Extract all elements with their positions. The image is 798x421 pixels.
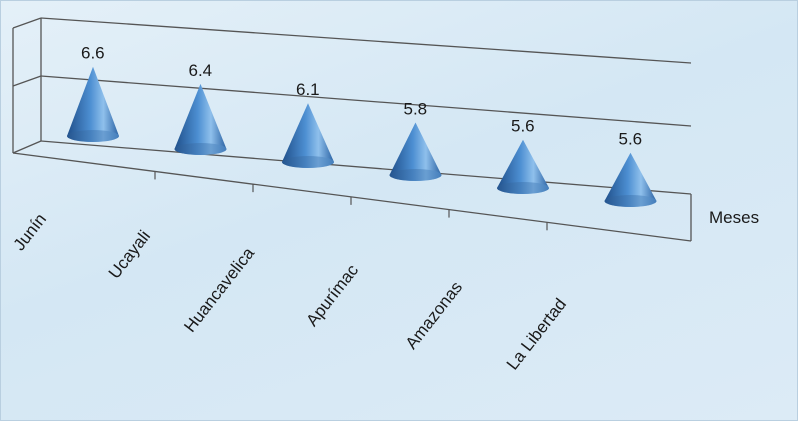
data-labels: 6.6 6.4 6.1 5.8 5.6 5.6	[81, 44, 642, 149]
x-tick-label: Apurímac	[302, 260, 362, 329]
bar-cone-body	[67, 66, 119, 142]
data-label: 5.6	[619, 130, 643, 149]
bar-cone-base	[67, 130, 119, 142]
bar-cone-base	[497, 182, 549, 194]
grid-line-floor-back	[40, 140, 692, 195]
grid-line-mid	[12, 75, 42, 87]
chart-grid	[12, 17, 692, 242]
x-axis-ticks	[154, 171, 548, 231]
floor-front-edge	[12, 152, 692, 242]
floor-left-edge	[12, 140, 42, 154]
bar-cone	[497, 139, 549, 194]
bar-cone	[604, 152, 657, 208]
data-label: 5.6	[511, 117, 535, 136]
bar-cone-body	[174, 83, 227, 155]
bar-cone-base	[174, 143, 227, 155]
x-tick-label: Huancavelica	[180, 243, 258, 336]
bar-cone-base	[282, 156, 334, 168]
bar-cone	[174, 83, 227, 155]
bar-cone-body	[389, 122, 442, 181]
grid-line-top-back	[40, 17, 692, 64]
data-label: 5.8	[404, 100, 428, 119]
data-label: 6.6	[81, 44, 105, 63]
x-tick-label: La Libertad	[503, 295, 570, 374]
x-tick-label: Amazonas	[402, 278, 466, 353]
chart-bars	[67, 66, 657, 208]
bar-cone	[389, 122, 442, 181]
data-label: 6.1	[296, 80, 320, 99]
x-tick-label: Ucayali	[105, 227, 154, 283]
bar-cone	[282, 103, 334, 168]
bar-cone-body	[604, 152, 657, 208]
bar-cone-base	[604, 195, 657, 207]
x-axis-tick-labels: Junín Ucayali Huancavelica Apurímac Amazonas…	[10, 210, 571, 374]
bar-cone-body	[497, 139, 549, 194]
data-label: 6.4	[189, 61, 213, 80]
bar-cone	[67, 66, 119, 142]
x-tick-label: Junín	[10, 210, 51, 254]
grid-line-top	[12, 17, 42, 29]
grid-line-mid-back	[40, 75, 692, 127]
bar-cone-base	[389, 169, 442, 181]
bar-cone-body	[282, 103, 334, 168]
depth-axis-label: Meses	[709, 208, 759, 227]
